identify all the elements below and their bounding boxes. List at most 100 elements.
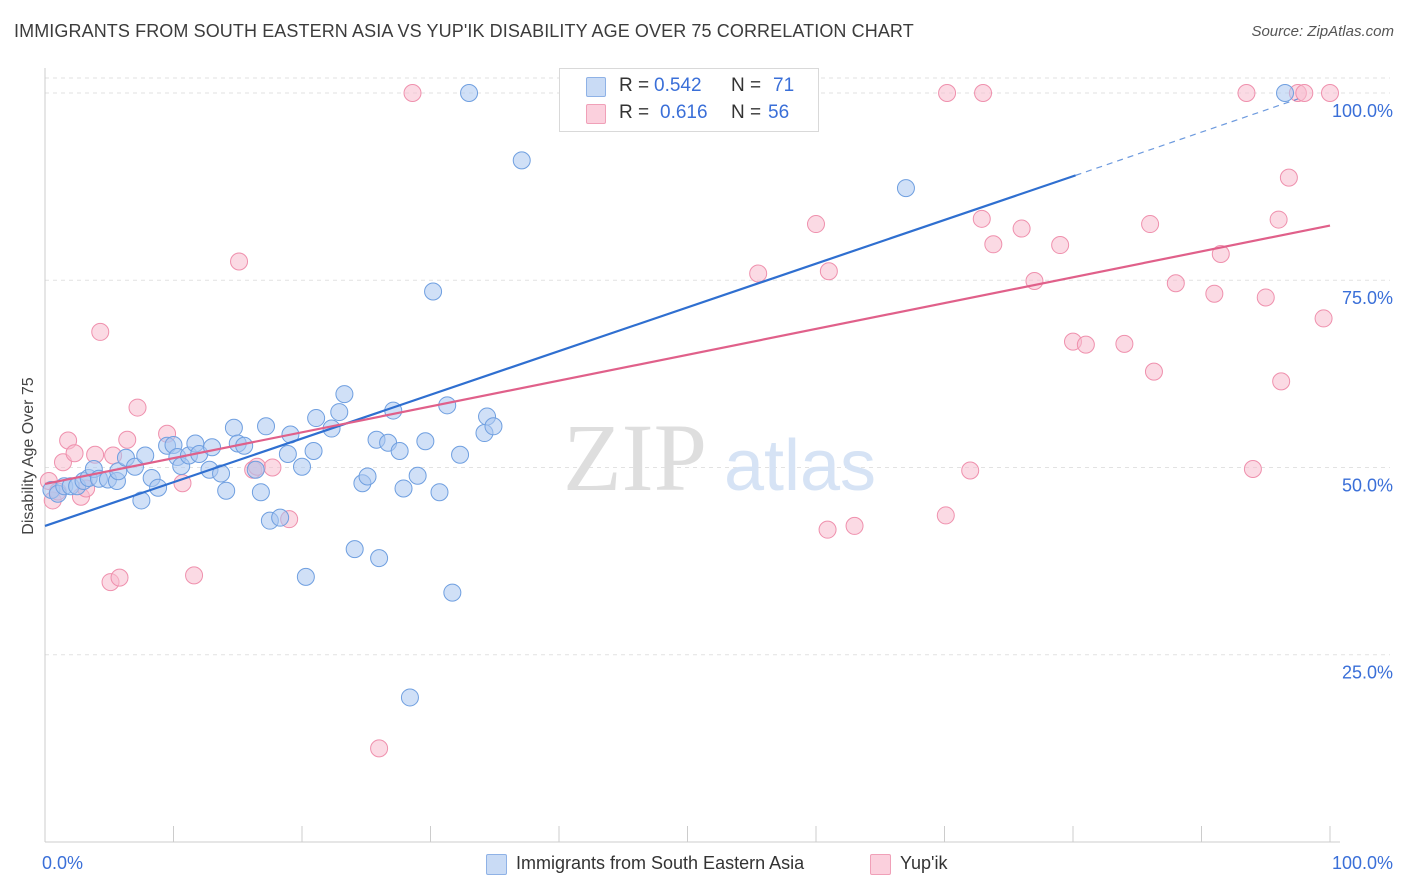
yupik-point	[818, 520, 837, 539]
watermark-atlas: atlas	[724, 426, 876, 506]
sea-point	[278, 445, 297, 464]
sea-point	[217, 481, 236, 500]
sea-points	[42, 83, 1295, 707]
sea-point	[451, 445, 470, 464]
sea-point	[307, 409, 326, 428]
yupik-point	[1051, 236, 1070, 255]
legend-r-value-sea: 0.542	[654, 75, 702, 96]
yupik-point	[110, 568, 129, 587]
legend-r-value-yupik: 0.616	[660, 102, 708, 123]
watermark-zip: ZIP	[563, 404, 707, 511]
yupik-point	[1211, 245, 1230, 264]
axes	[44, 68, 1340, 843]
sea-point	[424, 282, 443, 301]
legend-r-label: R =	[619, 102, 650, 123]
yupik-point	[974, 83, 993, 102]
legend-n-value-yupik: 56	[768, 102, 790, 123]
sea-point	[203, 438, 222, 457]
sea-point	[430, 483, 449, 502]
yupik-point	[938, 83, 957, 102]
legend-swatch-yupik	[586, 104, 606, 124]
y-tick-label: 50.0%	[1342, 475, 1393, 495]
x-tick-label: 0.0%	[42, 853, 83, 873]
yupik-trend-line	[44, 224, 1331, 486]
yupik-point	[1237, 83, 1256, 102]
yupik-point	[1321, 83, 1339, 102]
yupik-point	[1166, 274, 1185, 293]
yupik-point	[1314, 309, 1333, 328]
sea-point	[251, 483, 270, 502]
sea-point	[390, 442, 409, 461]
stats-legend: R = 0.542 N = 71 R = 0.616 N = 56	[559, 68, 819, 132]
sea-point	[136, 446, 155, 465]
yupik-point	[230, 252, 249, 271]
yupik-point	[1141, 215, 1160, 234]
yupik-point	[1144, 362, 1163, 381]
yupik-point	[65, 444, 84, 463]
yupik-point	[1295, 83, 1314, 102]
sea-point	[358, 467, 377, 486]
y-axis-label: Disability Age Over 75	[20, 377, 37, 535]
source-note: Source: ZipAtlas.com	[1251, 23, 1394, 40]
sea-point	[330, 403, 349, 422]
yupik-point	[1076, 335, 1095, 354]
bottom-legend-swatch-sea	[486, 854, 507, 875]
sea-point	[246, 460, 265, 479]
yupik-point	[1279, 168, 1298, 187]
yupik-point	[984, 235, 1003, 254]
yupik-point	[819, 262, 838, 281]
yupik-point	[118, 430, 137, 449]
tick-labels: 25.0% 50.0% 75.0% 100.0% 0.0% 100.0%	[42, 101, 1393, 873]
sea-point	[443, 583, 462, 602]
sea-point	[345, 540, 364, 559]
yupik-point	[1272, 372, 1291, 391]
bottom-legend-label-yupik: Yup'ik	[900, 853, 948, 873]
yupik-point	[845, 516, 864, 535]
yupik-point	[961, 461, 980, 480]
yupik-point	[91, 322, 110, 341]
yupik-point	[1012, 219, 1031, 238]
sea-point	[484, 417, 503, 436]
yupik-point	[370, 739, 389, 758]
sea-point	[394, 479, 413, 498]
sea-point	[296, 567, 315, 586]
chart-title: IMMIGRANTS FROM SOUTH EASTERN ASIA VS YU…	[14, 21, 914, 41]
sea-point	[896, 179, 915, 198]
x-tick-label: 100.0%	[1332, 853, 1393, 873]
yupik-point	[1256, 288, 1275, 307]
legend-n-label: N =	[731, 102, 762, 123]
yupik-point	[128, 398, 147, 417]
yupik-point	[263, 458, 282, 477]
trend-lines	[44, 98, 1331, 527]
sea-point	[400, 688, 419, 707]
y-tick-label: 25.0%	[1342, 663, 1393, 683]
legend-n-value-sea: 71	[773, 75, 795, 96]
sea-point	[132, 491, 151, 510]
sea-point	[271, 508, 290, 527]
watermark: ZIP atlas	[563, 404, 876, 511]
sea-point	[460, 83, 479, 102]
legend-n-label: N =	[731, 75, 762, 96]
bottom-legend-label-sea: Immigrants from South Eastern Asia	[516, 853, 805, 873]
sea-trend-line	[44, 174, 1076, 527]
y-tick-label: 100.0%	[1332, 101, 1393, 121]
sea-trend-extension	[1075, 98, 1299, 176]
yupik-point	[972, 209, 991, 228]
legend-swatch-sea	[586, 77, 606, 97]
legend-r-label: R =	[619, 75, 650, 96]
yupik-point	[1115, 334, 1134, 353]
yupik-point	[749, 264, 768, 283]
sea-point	[224, 418, 243, 437]
yupik-point	[403, 83, 422, 102]
sea-point	[512, 151, 531, 170]
sea-point	[304, 442, 323, 461]
sea-point	[416, 432, 435, 451]
sea-point	[408, 466, 427, 485]
yupik-point	[1243, 459, 1262, 478]
bottom-legend-swatch-yupik	[870, 854, 891, 875]
yupik-point	[1205, 284, 1224, 303]
sea-point	[1276, 83, 1295, 102]
grid-lines	[45, 77, 1390, 656]
sea-point	[370, 549, 389, 568]
yupik-point	[936, 506, 955, 525]
